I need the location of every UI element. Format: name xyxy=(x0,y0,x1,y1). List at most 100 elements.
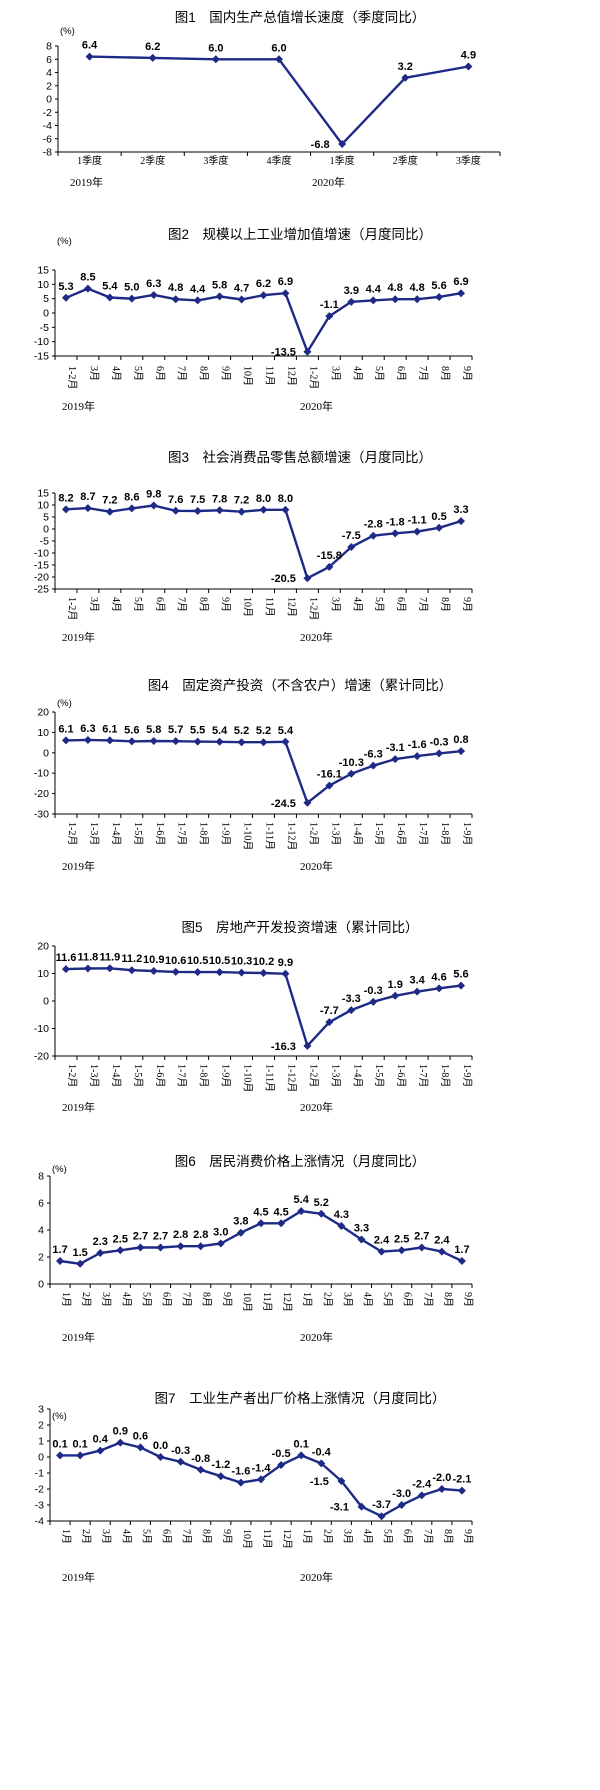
data-point xyxy=(277,1219,286,1228)
year-label: 2020年 xyxy=(300,630,333,644)
x-tick-label: 3月 xyxy=(100,1529,112,1544)
data-point xyxy=(148,53,157,62)
data-label: -2.0 xyxy=(432,1472,451,1484)
y-tick-label: -5 xyxy=(40,536,49,548)
chart-7: 图7 工业生产者出厂价格上涨情况（月度同比） (%) -4 -3 -2 -1 0 1 2 3 1月 2… xyxy=(0,1385,600,1590)
x-tick-label: 4月 xyxy=(361,1529,373,1544)
data-point xyxy=(83,504,92,513)
x-tick-label: 12月 xyxy=(285,366,297,386)
data-label: 0.0 xyxy=(153,1440,168,1452)
x-tick-label: 1-11月 xyxy=(264,1064,276,1092)
data-label: -3.0 xyxy=(392,1488,411,1500)
x-tick-label: 1季度 xyxy=(77,154,102,167)
data-label: -1.8 xyxy=(386,516,405,528)
x-tick-label: 3月 xyxy=(329,597,341,612)
data-point xyxy=(176,1457,185,1466)
y-tick-label: -3 xyxy=(35,1500,44,1512)
y-tick-label: 1 xyxy=(38,1436,44,1448)
data-label: 2.5 xyxy=(394,1233,409,1245)
x-tick-label: 7月 xyxy=(417,366,429,381)
x-tick-label: 12月 xyxy=(281,1292,293,1312)
y-unit-label: (%) xyxy=(52,1411,67,1422)
data-point xyxy=(435,984,444,993)
data-point xyxy=(317,1209,326,1218)
year-label: 2019年 xyxy=(62,859,95,873)
data-point xyxy=(127,737,136,746)
data-label: 9.8 xyxy=(146,488,161,500)
year-label: 2020年 xyxy=(300,1330,333,1344)
data-point xyxy=(457,1257,466,1266)
x-tick-label: 1-9月 xyxy=(220,822,232,845)
data-point xyxy=(156,1453,165,1461)
data-label: -7.7 xyxy=(320,1005,339,1017)
y-tick-label: 2 xyxy=(46,80,52,92)
x-tick-label: 1-3月 xyxy=(329,1064,341,1087)
data-point xyxy=(347,543,356,551)
data-label: 3.9 xyxy=(344,285,359,297)
data-label: 4.8 xyxy=(168,282,183,294)
x-tick-label: 3月 xyxy=(100,1292,112,1307)
x-tick-label: 3季度 xyxy=(456,154,481,167)
y-tick-label: 0 xyxy=(46,94,52,106)
data-label: 4.8 xyxy=(409,282,424,294)
data-point xyxy=(136,1443,145,1452)
x-tick-label: 1-2月 xyxy=(307,366,319,389)
chart-2: 图2 规模以上工业增加值增速（月度同比） (%) -15 -10 -5 0 5 10 15 1-2… xyxy=(0,222,600,422)
data-label: -0.4 xyxy=(312,1446,332,1458)
x-tick-label: 1-11月 xyxy=(264,822,276,850)
x-tick-label: 3月 xyxy=(88,597,100,612)
y-tick-label: 8 xyxy=(46,41,52,53)
chart-title: 图4 固定资产投资（不含农户）增速（累计同比） xyxy=(148,677,453,693)
x-tick-label: 1-2月 xyxy=(66,822,78,845)
x-tick-label: 2季度 xyxy=(393,154,418,167)
data-label: 10.3 xyxy=(231,956,252,968)
x-tick-label: 1季度 xyxy=(330,154,355,167)
data-point xyxy=(149,736,158,745)
data-label: 8.0 xyxy=(256,493,271,505)
y-unit-label: (%) xyxy=(60,26,75,37)
y-tick-label: 10 xyxy=(37,727,49,739)
data-label: -20.5 xyxy=(271,573,296,585)
data-label: -3.3 xyxy=(342,993,361,1005)
x-tick-label: 9月 xyxy=(221,1529,233,1544)
x-tick-label: 3月 xyxy=(341,1292,353,1307)
data-point xyxy=(369,296,378,305)
data-label: 10.5 xyxy=(187,955,208,967)
data-label: 4.4 xyxy=(366,283,382,295)
x-tick-label: 6月 xyxy=(402,1529,414,1544)
x-tick-label: 1-3月 xyxy=(329,822,341,845)
x-tick-label: 1-2月 xyxy=(66,1064,78,1087)
x-tick-label: 11月 xyxy=(264,597,276,617)
data-point xyxy=(317,1459,326,1468)
chart-4: 图4 固定资产投资（不含农户）增速（累计同比） (%) -30 -20 -10 0 10 20… xyxy=(0,670,600,885)
y-tick-label: 8 xyxy=(38,1171,44,1183)
data-point xyxy=(127,966,136,975)
x-tick-label: 1-5月 xyxy=(132,1064,144,1087)
x-tick-label: 4月 xyxy=(110,597,122,612)
y-tick-label: 4 xyxy=(38,1225,44,1237)
data-label: 11.2 xyxy=(121,953,142,965)
x-tick-label: 9月 xyxy=(220,597,232,612)
data-label: 5.3 xyxy=(58,281,73,293)
chart-6: 图6 居民消费价格上涨情况（月度同比） (%) 0 2 4 6 8 1月 2月 3月 4月 5月 6月 7… xyxy=(0,1148,600,1358)
x-tick-label: 7月 xyxy=(422,1529,434,1544)
data-point xyxy=(435,292,444,301)
chart-2-svg: 图2 规模以上工业增加值增速（月度同比） (%) -15 -10 -5 0 5 10 15 1-2… xyxy=(34,227,473,413)
data-label: 5.7 xyxy=(168,724,183,736)
data-label: 3.4 xyxy=(409,975,425,987)
data-label: -16.1 xyxy=(317,769,342,781)
y-tick-label: 20 xyxy=(37,707,49,719)
x-tick-label: 1-5月 xyxy=(132,822,144,845)
data-point xyxy=(437,1247,446,1256)
data-label: 10.9 xyxy=(143,954,164,966)
data-point xyxy=(413,752,422,761)
data-label: 5.4 xyxy=(102,281,118,293)
y-tick-label: 0 xyxy=(43,524,49,536)
data-point xyxy=(259,505,268,514)
data-label: 10.2 xyxy=(253,956,274,968)
x-tick-label: 1月 xyxy=(60,1292,72,1307)
data-label: -1.1 xyxy=(320,299,339,311)
data-point xyxy=(171,506,180,515)
